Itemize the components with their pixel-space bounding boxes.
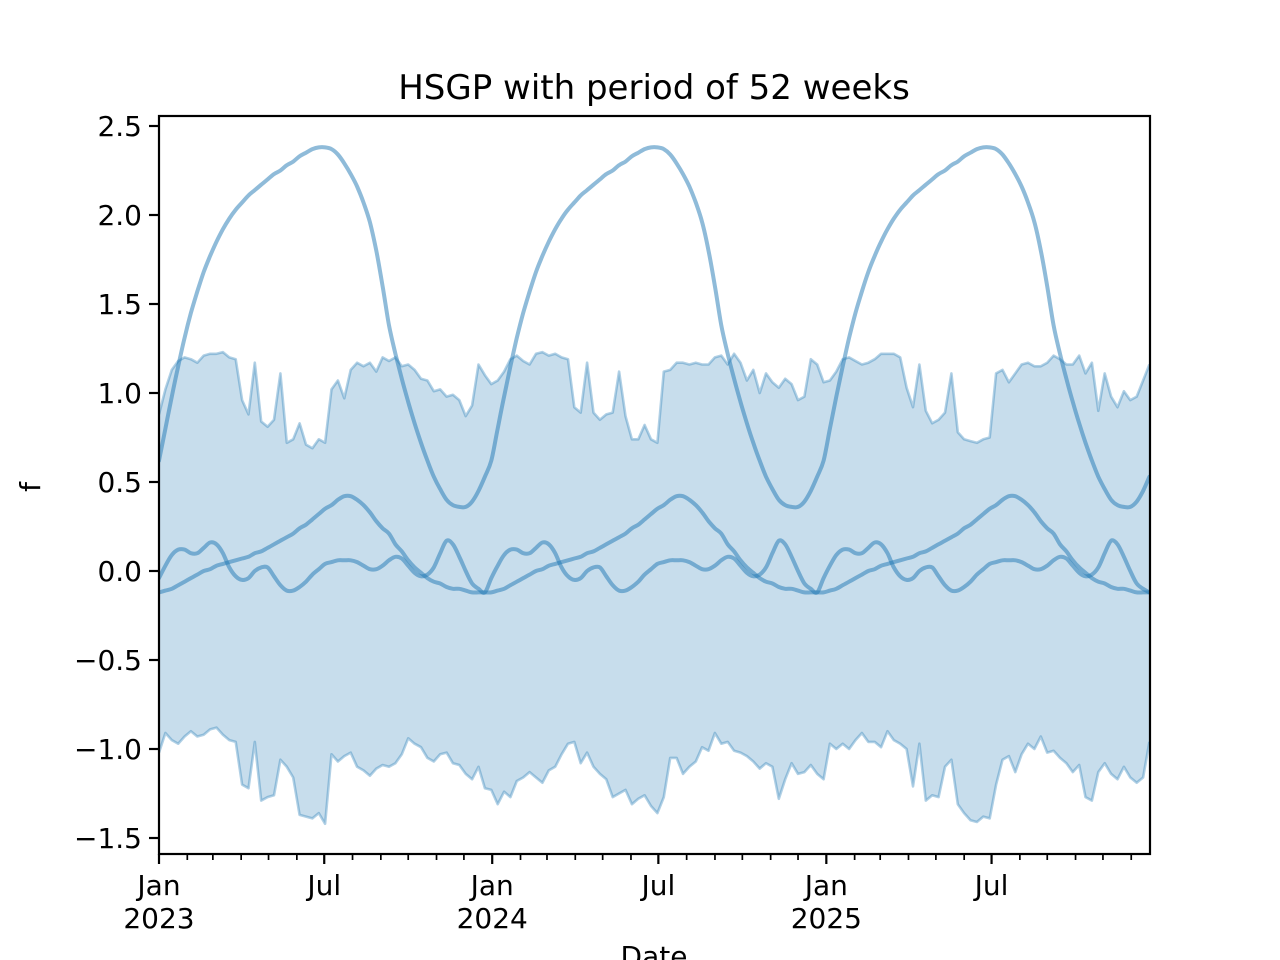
sample-small-wiggly	[159, 538, 1150, 595]
y-tick-label: −0.5	[74, 644, 142, 677]
sample-medium-amplitude	[159, 493, 1150, 595]
x-tick-label-year: 2023	[123, 902, 194, 935]
chart-title: HSGP with period of 52 weeks	[398, 68, 910, 108]
x-tick-label: Jan	[135, 869, 180, 902]
x-tick-label: Jan	[803, 869, 848, 902]
hdi-band-bottom-edge	[159, 726, 1150, 826]
x-tick-label: Jul	[305, 869, 341, 902]
y-axis-label: f	[14, 481, 47, 492]
x-tick-label-year: 2025	[791, 902, 862, 935]
hdi-band-fill	[159, 352, 1150, 824]
hdi-band	[159, 350, 1150, 826]
y-tick-label: 2.5	[97, 110, 142, 143]
gp-sample-curves	[159, 145, 1150, 595]
y-tick-label: −1.0	[74, 733, 142, 766]
plot-border	[157, 114, 1152, 856]
y-tick-label: 1.5	[97, 288, 142, 321]
y-tick-label: −1.5	[74, 822, 142, 855]
y-tick-label: 0.5	[97, 466, 142, 499]
x-axis-label: Date	[621, 940, 688, 960]
x-tick-label: Jul	[973, 869, 1009, 902]
x-tick-label: Jan	[469, 869, 514, 902]
x-tick-label: Jul	[639, 869, 675, 902]
x-tick-label-year: 2024	[457, 902, 528, 935]
hdi-band-top-edge	[159, 350, 1150, 450]
axes	[157, 114, 1152, 856]
tick-marks-and-labels: 2.52.01.51.00.50.0−0.5−1.0−1.5Jan2023Jul…	[74, 110, 1133, 935]
y-tick-label: 0.0	[97, 555, 142, 588]
y-tick-label: 2.0	[97, 199, 142, 232]
y-tick-label: 1.0	[97, 377, 142, 410]
sample-large-amplitude	[159, 145, 1150, 510]
